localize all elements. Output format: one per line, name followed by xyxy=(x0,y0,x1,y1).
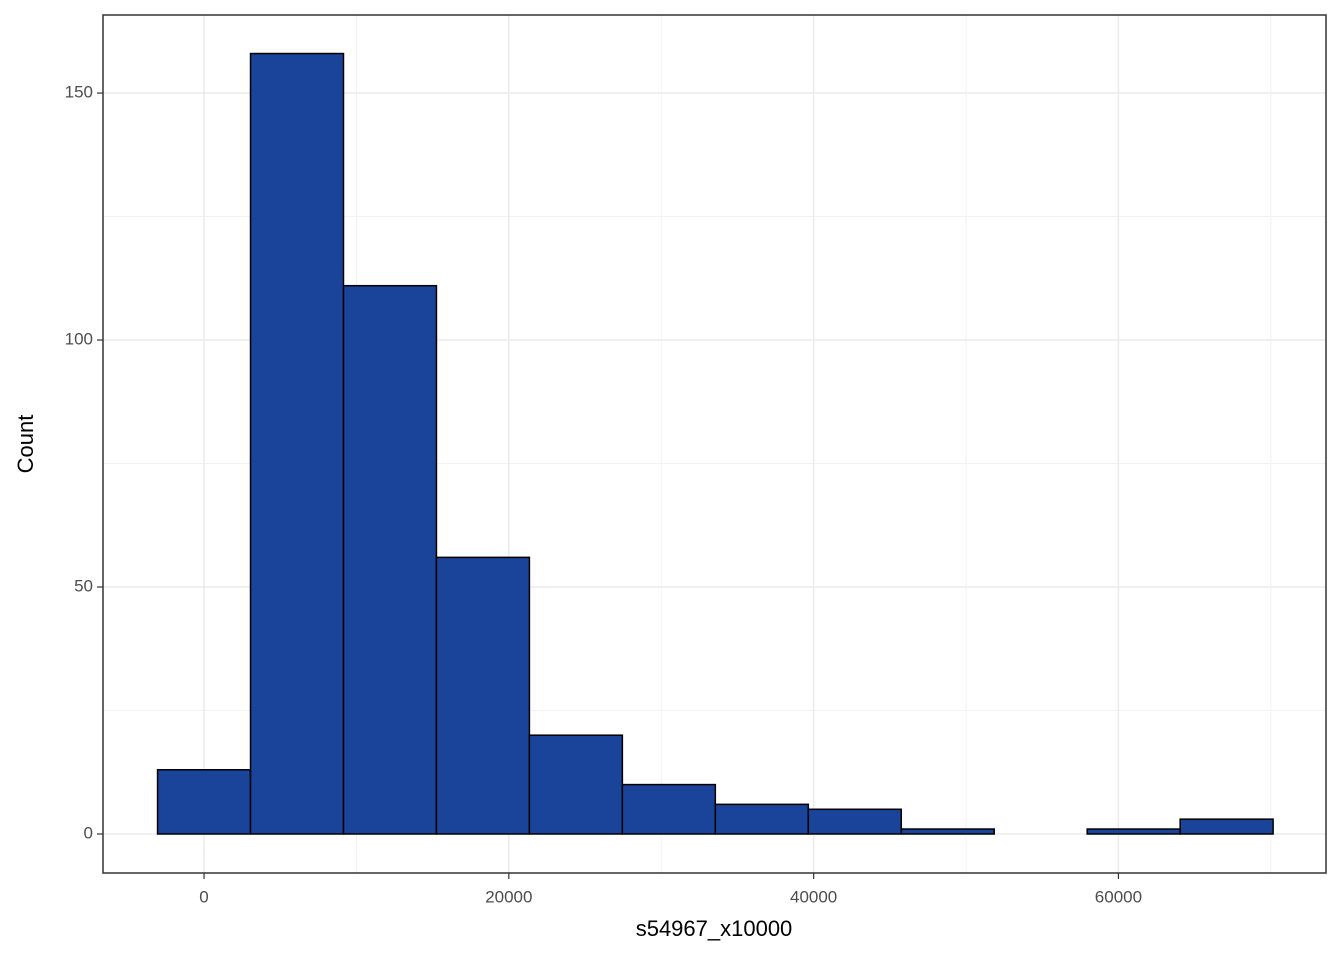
x-tick-label: 0 xyxy=(199,887,208,906)
y-tick-label: 150 xyxy=(65,83,93,102)
bar xyxy=(807,808,903,835)
bar xyxy=(528,734,624,835)
y-tick-label: 100 xyxy=(65,330,93,349)
x-axis-title: s54967_x10000 xyxy=(636,916,793,941)
y-axis-title: Count xyxy=(13,415,38,474)
panel-border xyxy=(102,14,1327,874)
x-tick-label: 20000 xyxy=(485,887,532,906)
bar xyxy=(621,783,717,835)
bar xyxy=(1086,828,1181,835)
bar xyxy=(249,52,345,835)
bar xyxy=(342,284,438,835)
bar xyxy=(435,556,531,835)
y-tick-label: 0 xyxy=(84,823,93,842)
x-tick-label: 60000 xyxy=(1095,887,1142,906)
x-tick-label: 40000 xyxy=(790,887,837,906)
bar xyxy=(900,828,995,835)
bar xyxy=(1179,818,1274,835)
y-tick-label: 50 xyxy=(74,576,93,595)
bar xyxy=(156,769,252,835)
bar xyxy=(714,803,810,835)
